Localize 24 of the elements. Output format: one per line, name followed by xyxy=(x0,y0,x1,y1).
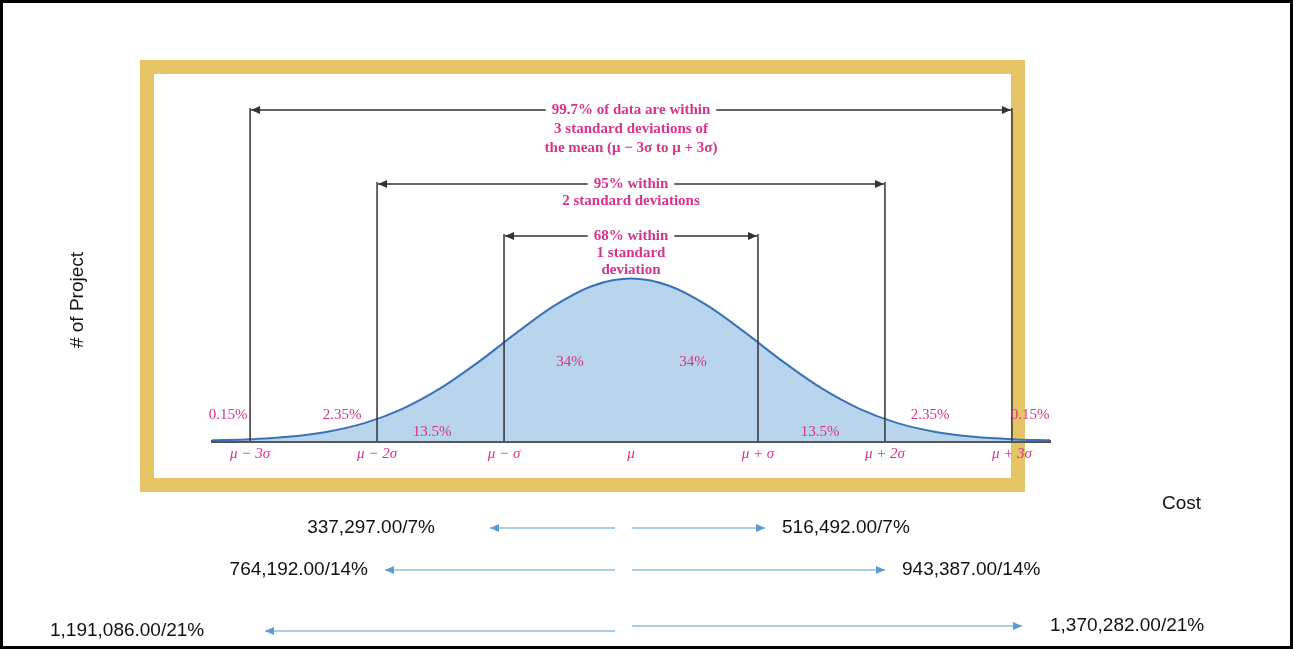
x-tick-label: μ − 3σ xyxy=(229,444,271,461)
x-tick-label: μ + σ xyxy=(740,444,775,461)
text: 764,192.00/14% xyxy=(229,558,369,580)
annotation: 34% xyxy=(679,352,707,369)
text: 95% within 2 standard deviations xyxy=(562,174,700,208)
text: 68% within 1 standard deviation xyxy=(593,226,669,277)
text: 516,492.00/7% xyxy=(782,516,910,538)
x-tick-label: μ + 2σ xyxy=(863,444,906,461)
text: 1,370,282.00/21% xyxy=(1050,614,1205,636)
x-tick-label: μ − 2σ xyxy=(356,444,398,461)
text: # of Project xyxy=(66,251,88,349)
annotation: 13.5% xyxy=(800,422,840,439)
text: 1,191,086.00/21% xyxy=(50,619,205,641)
x-tick-label: μ xyxy=(626,444,636,461)
text: 337,297.00/7% xyxy=(307,516,436,538)
x-tick-label: μ − σ xyxy=(486,444,521,461)
annotation: 0.15% xyxy=(208,405,248,422)
annotation: 2.35% xyxy=(910,405,950,422)
text: 943,387.00/14% xyxy=(902,558,1041,580)
text: 99.7% of data are within 3 standard deviations of the mean (μ − 3σ to μ + 3σ) xyxy=(544,100,718,156)
annotation: 2.35% xyxy=(322,405,362,422)
text: Cost xyxy=(1162,492,1202,514)
annotation: 34% xyxy=(556,352,584,369)
annotation: 13.5% xyxy=(412,422,452,439)
